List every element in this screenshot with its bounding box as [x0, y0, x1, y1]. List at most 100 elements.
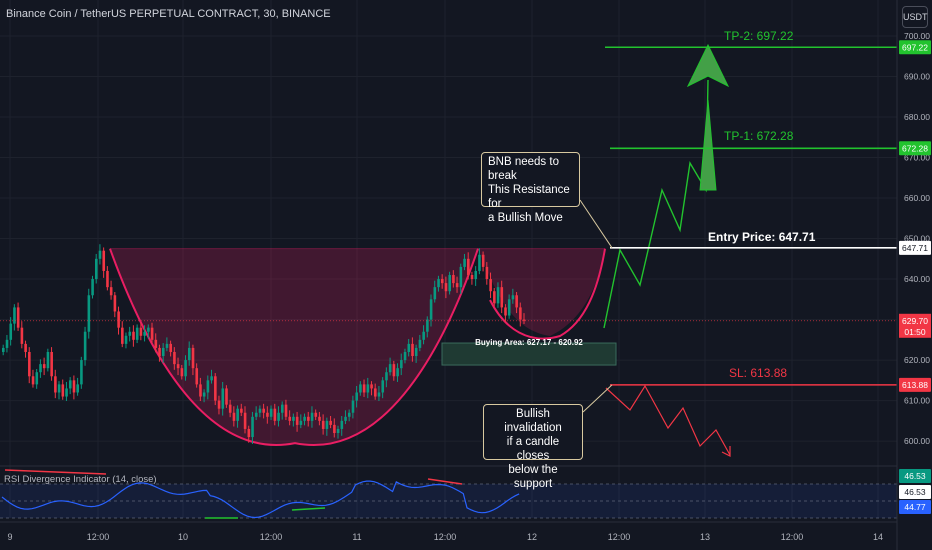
invalidation-callout: Bullish invalidation if a candle closes … — [483, 404, 583, 490]
candle — [128, 331, 132, 336]
candle — [176, 364, 180, 369]
candle — [511, 295, 515, 300]
x-tick-label: 13 — [700, 532, 710, 542]
invalidation-callout-line-2: if a candle closes — [506, 436, 560, 462]
candle — [377, 392, 381, 397]
x-tick-label: 12:00 — [781, 532, 804, 542]
resistance-callout-line-3: a Bullish Move — [488, 212, 563, 224]
candle — [314, 412, 318, 417]
candle — [452, 275, 455, 284]
candle — [54, 376, 57, 393]
candle — [388, 364, 392, 373]
candle — [16, 307, 20, 328]
candle — [24, 343, 27, 352]
candle — [95, 258, 98, 280]
candle — [258, 408, 262, 413]
invalidation-callout-line-3: below the support — [508, 464, 558, 490]
resistance-callout: BNB needs to break This Resistance for a… — [481, 152, 580, 224]
candle — [463, 258, 466, 267]
candle — [106, 270, 109, 288]
candle — [307, 416, 310, 421]
candle — [422, 331, 425, 340]
candle — [418, 339, 422, 348]
candle — [165, 343, 169, 348]
indicator-title: RSI Divergence Indicator (14, close) — [4, 474, 157, 485]
candle — [321, 420, 325, 429]
resistance-callout-line-1: BNB needs to break — [488, 156, 559, 182]
candle — [281, 404, 284, 413]
candle — [407, 343, 411, 352]
candle — [206, 380, 210, 393]
candle — [68, 380, 72, 389]
candle — [217, 400, 221, 409]
candle — [351, 400, 355, 413]
candle — [221, 388, 225, 409]
candle — [455, 283, 459, 288]
y-tick-label: 690.00 — [904, 72, 930, 82]
candle — [496, 287, 500, 304]
candle — [370, 384, 373, 389]
candle — [61, 384, 65, 397]
rsi-badge-1: 46.53 — [904, 471, 926, 481]
candle — [381, 380, 385, 393]
candle — [199, 384, 202, 397]
candle — [414, 347, 418, 357]
resistance-pointer — [579, 199, 613, 249]
tp2-badge: 697.22 — [902, 42, 928, 52]
candle — [262, 408, 265, 413]
y-tick-label: 700.00 — [904, 31, 930, 41]
entry-badge: 647.71 — [902, 243, 928, 253]
candle — [173, 351, 176, 365]
candle — [117, 311, 120, 328]
candle — [139, 327, 143, 336]
candle — [9, 323, 13, 340]
candle — [299, 420, 303, 425]
candle — [444, 283, 448, 292]
candles — [0, 244, 897, 444]
candle — [474, 270, 478, 280]
candle — [214, 376, 217, 401]
countdown-badge: 01:50 — [904, 327, 926, 337]
candle — [269, 408, 273, 417]
candle — [228, 404, 232, 413]
candle — [87, 295, 91, 332]
candle — [366, 384, 370, 393]
sl-label: SL: 613.88 — [729, 366, 788, 380]
y-tick-label: 660.00 — [904, 193, 930, 203]
candle — [396, 368, 399, 377]
resistance-callout-line-2: This Resistance for — [488, 184, 570, 210]
candle — [459, 266, 463, 288]
candle — [180, 368, 184, 377]
candle — [57, 384, 61, 393]
candle — [188, 347, 191, 361]
entry-label: Entry Price: 647.71 — [708, 230, 816, 244]
candle — [500, 287, 504, 308]
candle — [273, 408, 277, 421]
candle — [247, 428, 251, 438]
candle — [5, 339, 9, 348]
candle — [169, 343, 172, 352]
candle — [28, 351, 31, 377]
x-tick-label: 9 — [7, 532, 12, 542]
candle — [42, 364, 46, 369]
candle — [135, 327, 139, 340]
entry-badge-bg — [899, 240, 931, 255]
rsi-badge-2-bg — [899, 485, 931, 499]
y-tick-label: 600.00 — [904, 436, 930, 446]
bearish-divergence — [4, 469, 107, 475]
rsi-badge-3-bg — [899, 500, 931, 514]
candle — [359, 384, 362, 393]
currency-button[interactable]: USDT — [902, 6, 928, 28]
cup-fill — [110, 248, 605, 445]
candle — [31, 376, 35, 385]
candle — [400, 360, 403, 369]
candle — [515, 295, 518, 308]
buying-area-box — [441, 342, 617, 366]
y-tick-label: 650.00 — [904, 234, 930, 244]
candle — [243, 412, 247, 429]
x-tick-label: 12:00 — [87, 532, 110, 542]
x-tick-label: 11 — [352, 532, 361, 542]
candle — [232, 412, 236, 421]
rsi-badge-2: 46.53 — [904, 487, 926, 497]
